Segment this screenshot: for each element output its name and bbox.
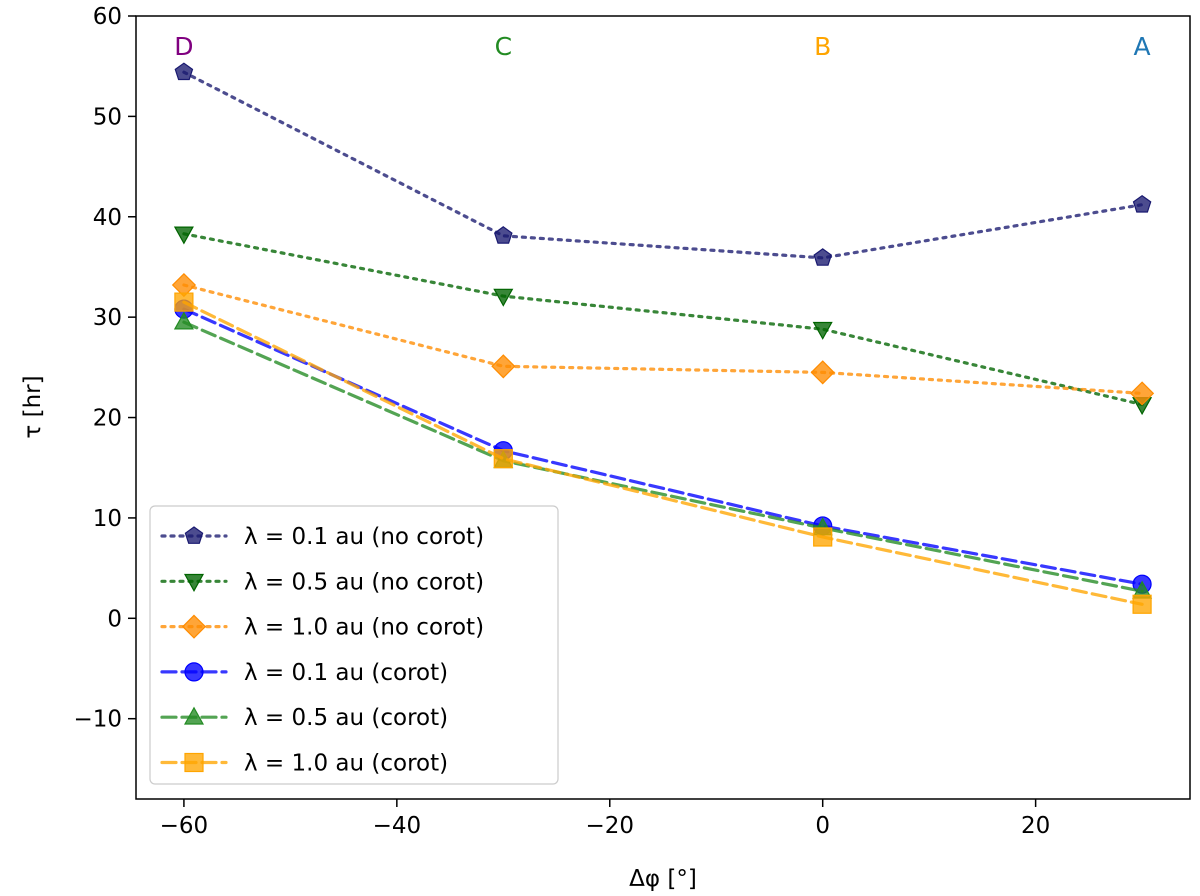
data-point <box>1132 594 1152 614</box>
legend-label: λ = 1.0 au (no corot) <box>244 615 484 641</box>
legend-marker <box>181 614 207 639</box>
y-tick-label: 40 <box>93 205 122 231</box>
series-line <box>182 232 1144 407</box>
series-layer <box>171 62 1155 614</box>
legend-label: λ = 0.1 au (no corot) <box>244 524 484 550</box>
data-point <box>810 360 835 385</box>
series-2 <box>173 226 1153 416</box>
data-point <box>493 226 513 244</box>
series-line <box>182 70 1144 260</box>
x-tick-label: −40 <box>373 813 422 839</box>
x-tick-label: −20 <box>585 813 634 839</box>
data-point <box>173 226 194 245</box>
legend-entry: λ = 0.5 au (corot) <box>160 705 448 731</box>
data-point <box>174 292 194 312</box>
y-tick-label: 0 <box>107 606 122 632</box>
legend-entry: λ = 1.0 au (corot) <box>160 751 448 777</box>
plot-frame <box>135 15 1191 800</box>
y-tick-label: −10 <box>73 707 122 733</box>
data-point <box>174 62 194 81</box>
x-tick-label: −60 <box>160 813 209 839</box>
data-point <box>1129 381 1155 406</box>
data-point <box>493 449 513 469</box>
legend-marker <box>184 662 204 682</box>
data-point <box>173 311 194 330</box>
x-axis-title: Δφ [°] <box>629 866 697 892</box>
series-line <box>182 320 1144 593</box>
series-1 <box>174 62 1152 266</box>
x-tick-label: 0 <box>815 813 830 839</box>
series-line <box>182 283 1144 395</box>
legend-label: λ = 1.0 au (corot) <box>244 751 448 777</box>
legend-entry: λ = 0.1 au (no corot) <box>160 524 484 550</box>
legend-entry: λ = 0.1 au (corot) <box>160 660 448 686</box>
series-6 <box>174 292 1152 614</box>
point-label: B <box>814 32 831 61</box>
legend-marker <box>183 706 205 725</box>
point-label: C <box>495 32 512 61</box>
point-label: A <box>1134 32 1151 61</box>
legend-box <box>149 505 559 785</box>
data-point <box>1132 194 1152 213</box>
y-tick-label: 10 <box>93 506 122 532</box>
y-tick-label: 20 <box>93 406 122 432</box>
series-line <box>182 300 1144 606</box>
y-axis-title: τ [hr] <box>20 375 46 438</box>
data-point <box>493 288 514 307</box>
data-point <box>812 321 833 340</box>
legend-marker <box>184 526 204 544</box>
y-tick-label: 30 <box>93 305 122 331</box>
legend-label: λ = 0.1 au (corot) <box>244 660 448 686</box>
series-3 <box>171 272 1155 406</box>
data-point <box>813 527 833 547</box>
data-point <box>813 248 833 266</box>
legend-marker <box>184 752 204 773</box>
y-tick-label: 60 <box>93 4 122 30</box>
legend-entry: λ = 1.0 au (no corot) <box>160 614 484 641</box>
y-tick-label: 50 <box>93 104 122 130</box>
legend-entry: λ = 0.5 au (no corot) <box>160 569 484 595</box>
point-label: D <box>174 32 193 61</box>
legend: λ = 0.1 au (no corot) λ = 0.5 au (no coro… <box>149 505 559 785</box>
x-tick-label: 20 <box>1021 813 1050 839</box>
legend-label: λ = 0.5 au (corot) <box>244 705 448 731</box>
data-point <box>491 354 516 379</box>
axis-ticks: −60 −40 −20 0 20 −10 0 10 20 30 40 50 60 <box>73 4 1050 839</box>
legend-label: λ = 0.5 au (no corot) <box>244 569 484 595</box>
legend-marker <box>183 573 205 593</box>
series-line <box>182 307 1144 586</box>
